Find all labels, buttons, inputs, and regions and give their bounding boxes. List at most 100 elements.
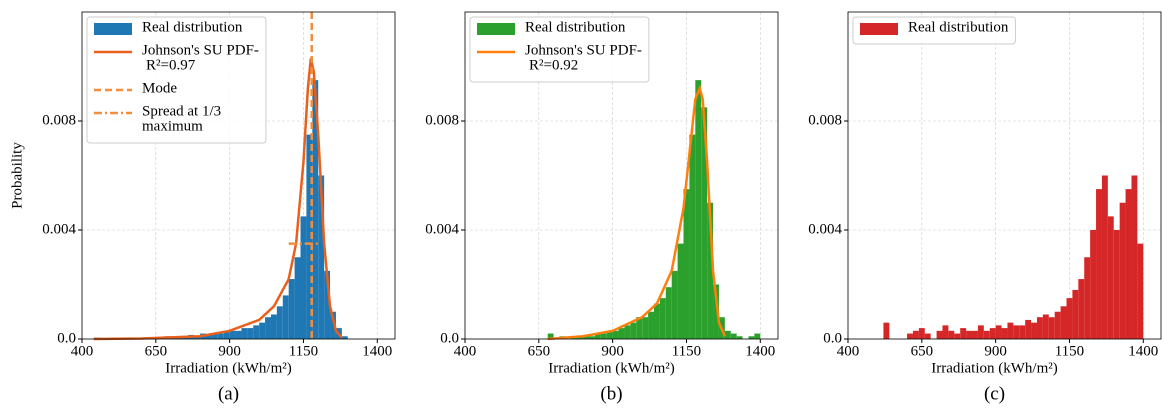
y-tick-label: 0.008: [808, 112, 842, 128]
bar: [318, 175, 325, 339]
bar: [677, 243, 684, 339]
bar: [630, 322, 637, 339]
bar: [983, 330, 990, 339]
y-tick-label: 0.004: [42, 221, 76, 237]
bar: [1107, 216, 1114, 339]
bar: [736, 336, 743, 339]
legend-label: Johnson's SU PDF-: [142, 42, 259, 58]
bar: [594, 333, 601, 339]
bar: [270, 314, 277, 339]
bar: [282, 295, 289, 339]
legend-handle: [94, 23, 132, 35]
legend: Real distribution: [852, 16, 1016, 45]
bar: [754, 333, 761, 339]
bar: [1119, 202, 1126, 339]
bar: [1031, 322, 1037, 339]
pdf-curve: [547, 84, 726, 341]
bar: [341, 336, 348, 339]
bar: [600, 333, 607, 339]
legend: Real distribution Johnson's SU PDF-R²=0.9…: [469, 16, 650, 83]
bar: [707, 202, 714, 339]
bar: [229, 330, 236, 339]
bar: [306, 134, 313, 339]
legend-label: maximum: [142, 118, 203, 134]
bar: [235, 330, 242, 339]
bar: [1036, 317, 1043, 339]
x-tick-label: 1400: [745, 343, 775, 359]
bar: [653, 303, 660, 339]
x-axis-label: Irradiation (kWh/m²): [548, 360, 675, 376]
bar: [247, 328, 254, 339]
bar: [907, 333, 913, 339]
bar: [936, 330, 943, 339]
panel-label: (a): [218, 383, 239, 404]
bar: [912, 330, 919, 339]
plot-frame: [81, 11, 396, 340]
bar: [748, 336, 755, 339]
bar: [1137, 243, 1144, 339]
x-tick-label: 400: [454, 343, 477, 359]
bar: [989, 328, 996, 339]
bar: [671, 270, 678, 339]
x-tick-label: 1150: [289, 343, 318, 359]
x-tick-label: 400: [837, 343, 860, 359]
bar: [1001, 328, 1008, 339]
bar: [612, 330, 619, 339]
bar: [300, 216, 307, 339]
bar: [253, 325, 260, 339]
bar: [659, 298, 666, 339]
bar: [618, 328, 625, 339]
bar: [1060, 306, 1067, 339]
bar: [695, 80, 702, 339]
legend-label: Real distribution: [142, 19, 243, 35]
panel-label: (b): [600, 383, 622, 404]
bar: [954, 333, 961, 339]
bar: [730, 333, 737, 339]
y-tick-label: 0.0: [823, 330, 842, 346]
bar: [701, 107, 708, 339]
y-tick-label: 0.004: [425, 221, 459, 237]
bar: [330, 311, 336, 339]
x-tick-label: 400: [71, 343, 94, 359]
y-tick-label: 0.008: [42, 112, 76, 128]
legend-label: R²=0.97: [146, 57, 196, 73]
panel-label: (c): [984, 383, 1005, 404]
bar: [624, 325, 631, 339]
y-tick-label: 0.004: [808, 221, 842, 237]
bar: [206, 334, 212, 339]
x-tick-label: 900: [601, 343, 624, 359]
bar: [265, 317, 271, 339]
bar: [1101, 175, 1108, 339]
bar: [1025, 319, 1032, 339]
bar: [194, 336, 201, 339]
bar: [1066, 298, 1073, 339]
legend: Real distribution Johnson's SU PDF-R²=0.9…: [86, 16, 267, 144]
bar: [683, 189, 690, 339]
x-tick-label: 650: [528, 343, 551, 359]
legend-label: Mode: [142, 80, 177, 96]
bar: [1090, 230, 1097, 339]
bar: [1125, 189, 1132, 339]
bar: [995, 325, 1002, 339]
bar: [689, 134, 696, 339]
bar: [960, 328, 967, 339]
x-tick-label: 1150: [672, 343, 701, 359]
bar: [918, 328, 925, 339]
plot-frame: [847, 11, 1162, 340]
bar: [636, 317, 643, 339]
panel: 400 650 900 1150 1400 0.0 0.004 0.008 Irradiatio…: [808, 11, 1162, 404]
bar: [942, 325, 949, 339]
bar: [948, 330, 955, 339]
x-axis-label: Irradiation (kWh/m²): [931, 360, 1058, 376]
panel: 400 650 900 1150 1400 0.0 0.004 0.008 Irradiatio…: [9, 11, 396, 404]
bar: [642, 317, 649, 339]
bar: [312, 80, 319, 339]
bar: [665, 287, 672, 339]
bar: [883, 322, 890, 339]
bar: [1113, 230, 1120, 339]
legend-label: Spread at 1/3: [142, 103, 221, 119]
y-axis-label: Probability: [9, 142, 25, 209]
y-tick-label: 0.0: [440, 330, 459, 346]
bar: [1013, 325, 1020, 339]
